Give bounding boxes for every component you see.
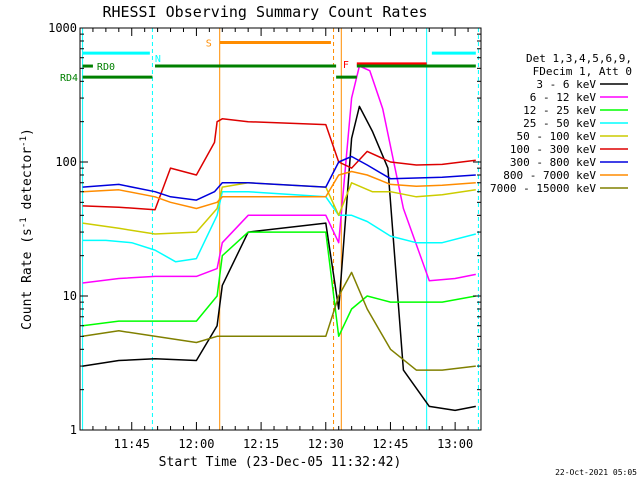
series-line-2: [82, 231, 476, 338]
legend-label-7: 800 - 7000 keV: [503, 169, 596, 182]
flag-label-2: S: [206, 38, 212, 49]
x-tick-label-0: 11:45: [114, 437, 150, 451]
plot-frame: [79, 27, 482, 431]
series-line-5: [82, 118, 476, 211]
axis-ticks: 1 10 100 1000 11:45 12:00 12:15 12:30 12:45 13:00: [48, 21, 481, 451]
legend-header-1: FDecim 1, Att 0: [533, 65, 632, 78]
x-tick-label-4: 12:45: [372, 437, 408, 451]
flag-label-3: F: [343, 60, 349, 71]
y-axis-label-main: Count Rate (s: [20, 228, 35, 330]
chart-title: RHESSI Observing Summary Count Rates: [102, 3, 427, 21]
series-line-3: [82, 190, 476, 263]
x-tick-label-3: 12:30: [308, 437, 344, 451]
legend-label-4: 50 - 100 keV: [517, 130, 597, 143]
legend-label-6: 300 - 800 keV: [510, 156, 596, 169]
legend-label-1: 6 - 12 keV: [530, 91, 597, 104]
series-line-7: [82, 170, 476, 210]
y-tick-label-2: 100: [55, 155, 77, 169]
legend-label-2: 12 - 25 keV: [523, 104, 596, 117]
x-tick-label-5: 13:00: [437, 437, 473, 451]
y-axis-label-sup2: -1: [19, 136, 29, 147]
plot-area: [82, 28, 479, 430]
legend-label-5: 100 - 300 keV: [510, 143, 596, 156]
series-line-6: [82, 155, 476, 201]
legend-label-8: 7000 - 15000 keV: [490, 182, 596, 195]
y-tick-label-3: 1000: [48, 21, 77, 35]
y-axis-label-tail: detector: [20, 147, 35, 218]
x-tick-label-1: 12:00: [178, 437, 214, 451]
series-line-8: [82, 271, 476, 371]
legend-header-0: Det 1,3,4,5,6,9,: [526, 52, 632, 65]
y-axis-label: Count Rate (s-1 detector-1): [19, 128, 35, 330]
legend-label-0: 3 - 6 keV: [536, 78, 596, 91]
y-axis-label-end: ): [20, 128, 35, 136]
y-tick-label-0: 1: [70, 423, 77, 437]
series-line-1: [82, 65, 476, 284]
y-axis-label-sup: -1: [19, 217, 29, 228]
flag-label-4: RD0: [97, 62, 115, 73]
x-axis-label: Start Time (23-Dec-05 11:32:42): [159, 455, 402, 470]
y-tick-label-1: 10: [63, 289, 77, 303]
flag-label-7: RD4: [60, 73, 78, 84]
flag-label-0: N: [155, 54, 161, 65]
series-line-0: [82, 105, 476, 412]
legend: Det 1,3,4,5,6,9,FDecim 1, Att 03 - 6 keV…: [490, 52, 632, 195]
footer-timestamp: 22-Oct-2021 05:05: [555, 468, 637, 477]
x-tick-label-2: 12:15: [243, 437, 279, 451]
flag-bars: N S F RD0 RD4: [60, 38, 476, 84]
legend-label-3: 25 - 50 keV: [523, 117, 596, 130]
